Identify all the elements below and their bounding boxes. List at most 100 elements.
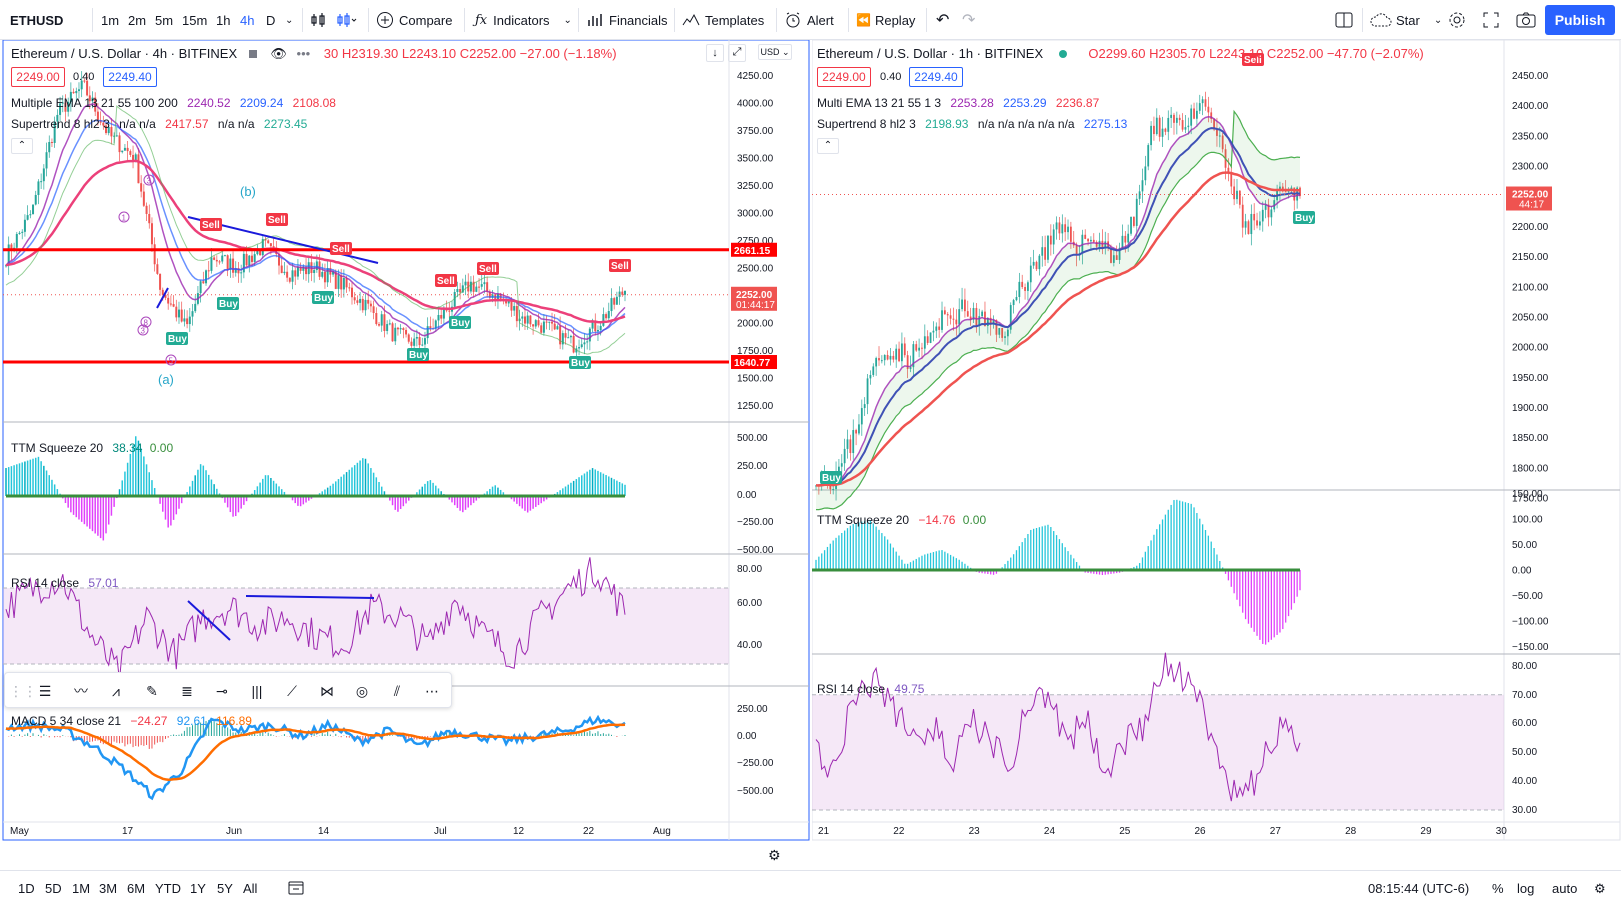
candle-body	[86, 80, 89, 96]
elliott-wave-icon[interactable]: 〰	[74, 683, 88, 699]
ema-legend[interactable]: Multi EMA 13 21 55 1 3 2253.28 2253.29 2…	[817, 96, 1100, 110]
ema-legend[interactable]: Multiple EMA 13 21 55 100 200 2240.52 22…	[11, 96, 336, 110]
candle-body	[906, 355, 909, 369]
chart-style-icon[interactable]	[336, 0, 358, 40]
financials-button[interactable]: Financials	[587, 0, 668, 40]
horizontal-lines-icon[interactable]: ☰	[38, 683, 52, 699]
maximize-pane-icon[interactable]: ⤢	[728, 44, 746, 62]
interval-5m[interactable]: 5m	[155, 12, 174, 28]
redo-icon[interactable]: ↷	[962, 12, 976, 29]
candle-body	[1124, 235, 1127, 243]
templates-button[interactable]: Templates	[682, 0, 764, 40]
candle-body	[242, 253, 245, 273]
symbol-search[interactable]: ETHUSD	[10, 12, 64, 28]
buy-price-button[interactable]: 2249.40	[103, 67, 157, 87]
time-tick: 21	[818, 826, 830, 837]
range-ytd[interactable]: YTD	[155, 881, 181, 896]
right-ttm-legend[interactable]: TTM Squeeze 20 −14.76 0.00	[817, 513, 987, 527]
compare-button[interactable]: Compare	[376, 0, 452, 40]
supertrend-legend[interactable]: Supertrend 8 hl2 3 n/a n/a 2417.57 n/a n…	[11, 117, 308, 131]
supertrend-legend[interactable]: Supertrend 8 hl2 3 2198.93 n/a n/a n/a n…	[817, 117, 1128, 131]
indicators-button[interactable]: ƒx Indicators ⌄	[475, 12, 572, 28]
horizontal-ray-icon[interactable]: ⊸	[216, 683, 228, 699]
chevron-down-icon[interactable]: ⌄	[285, 14, 294, 26]
scroll-to-end-icon[interactable]: ↓	[706, 44, 724, 62]
collapse-legend-icon[interactable]: ⌃	[817, 138, 839, 154]
publish-button[interactable]: Publish	[1545, 5, 1615, 35]
range-5d[interactable]: 5D	[45, 881, 62, 896]
settings-gear-icon[interactable]: ⚙	[768, 847, 781, 863]
percent-toggle[interactable]: %	[1492, 881, 1504, 896]
right-ohlc: O2299.60 H2305.70 L2243.10 C2252.00 −47.…	[1088, 46, 1424, 61]
ttm-tick: −500.00	[737, 545, 774, 556]
trend-line-icon[interactable]: ⟋	[287, 683, 297, 699]
drag-handle-icon[interactable]: ⋮⋮	[9, 683, 37, 699]
right-chart-canvas[interactable]: 2450.002400.002350.002300.002250.002200.…	[812, 40, 1621, 870]
left-chart-canvas[interactable]: 4250.004000.003750.003500.003250.003000.…	[0, 40, 812, 870]
sell-price-button[interactable]: 2249.00	[11, 67, 65, 87]
camera-icon[interactable]	[1516, 0, 1536, 40]
candle-body	[975, 308, 978, 326]
star-button[interactable]: Star ⌄	[1370, 0, 1442, 40]
buy-price-button[interactable]: 2249.40	[909, 67, 963, 87]
left-rsi-legend[interactable]: RSI 14 close 57.01	[11, 576, 119, 590]
range-all[interactable]: All	[243, 881, 258, 896]
interval-1m[interactable]: 1m	[101, 12, 120, 28]
right-chart-title[interactable]: Ethereum / U.S. Dollar · 1h · BITFINEX O…	[817, 46, 1424, 61]
sell-price-button[interactable]: 2249.00	[817, 67, 871, 87]
collapse-legend-icon[interactable]: ⌃	[11, 138, 33, 154]
candle-body	[949, 315, 952, 319]
candle-body	[1021, 281, 1024, 288]
alert-button[interactable]: Alert	[784, 0, 834, 40]
interval-15m[interactable]: 15m	[182, 12, 208, 28]
undo-icon[interactable]: ↶	[936, 12, 950, 29]
more-tools-icon[interactable]: ⋯	[425, 683, 439, 699]
range-1m[interactable]: 1M	[72, 881, 91, 896]
candle-body	[1006, 329, 1009, 337]
left-chart-title[interactable]: Ethereum / U.S. Dollar · 4h · BITFINEX 👁…	[11, 46, 617, 61]
currency-selector[interactable]: USD ⌄	[758, 44, 792, 60]
price-tick: 2350.00	[1512, 131, 1549, 142]
pattern-icon[interactable]: ⋈	[320, 683, 334, 699]
candle-body	[969, 316, 972, 320]
time-tick: Jul	[434, 826, 447, 837]
vertical-lines-icon[interactable]: |||	[251, 683, 263, 699]
fullscreen-icon[interactable]	[1483, 0, 1499, 40]
chevron-down-icon: ⌄	[1433, 14, 1443, 26]
left-ttm-legend[interactable]: TTM Squeeze 20 38.34 0.00	[11, 441, 174, 455]
range-5y[interactable]: 5Y	[217, 881, 233, 896]
parallel-channel-icon[interactable]: ⫽	[393, 683, 401, 699]
interval-4h[interactable]: 4h	[240, 12, 255, 28]
elliott-wave-marker	[118, 211, 130, 223]
settings-gear-icon[interactable]	[1448, 0, 1466, 40]
interval-2m[interactable]: 2m	[128, 12, 147, 28]
candle-body	[542, 321, 545, 333]
interval-d[interactable]: D	[266, 12, 276, 28]
rsi-tick: 80.00	[737, 564, 762, 575]
layout-icon[interactable]	[1335, 0, 1353, 40]
log-toggle[interactable]: log	[1517, 881, 1535, 896]
right-rsi-legend[interactable]: RSI 14 close 49.75	[817, 682, 925, 696]
spiral-icon[interactable]: ◎	[355, 683, 369, 699]
auto-toggle[interactable]: auto	[1552, 881, 1578, 896]
range-1y[interactable]: 1Y	[190, 881, 206, 896]
candle-body	[1161, 128, 1164, 137]
replay-button[interactable]: ⏪ Replay	[856, 12, 916, 28]
brush-icon[interactable]: ✎	[146, 683, 158, 699]
goto-date-icon[interactable]	[288, 881, 304, 898]
settings-gear-icon[interactable]: ⚙	[1594, 881, 1606, 896]
candle-body	[259, 249, 262, 256]
candle-body	[938, 326, 941, 330]
interval-1h[interactable]: 1h	[216, 12, 231, 28]
abc-pattern-icon[interactable]: ⩘	[112, 683, 120, 699]
left-macd-legend[interactable]: MACD 5 34 close 21 −24.27 92.61 116.89	[11, 714, 252, 728]
time-tick: 26	[1195, 826, 1207, 837]
range-1d[interactable]: 1D	[18, 881, 35, 896]
candles-icon[interactable]	[310, 0, 328, 40]
candle-body	[34, 194, 37, 205]
range-3m[interactable]: 3M	[99, 881, 118, 896]
candle-body	[915, 344, 918, 351]
clock-time[interactable]: 08:15:44 (UTC-6)	[1368, 881, 1470, 896]
range-6m[interactable]: 6M	[127, 881, 146, 896]
fib-retracement-icon[interactable]: ≣	[181, 683, 193, 699]
